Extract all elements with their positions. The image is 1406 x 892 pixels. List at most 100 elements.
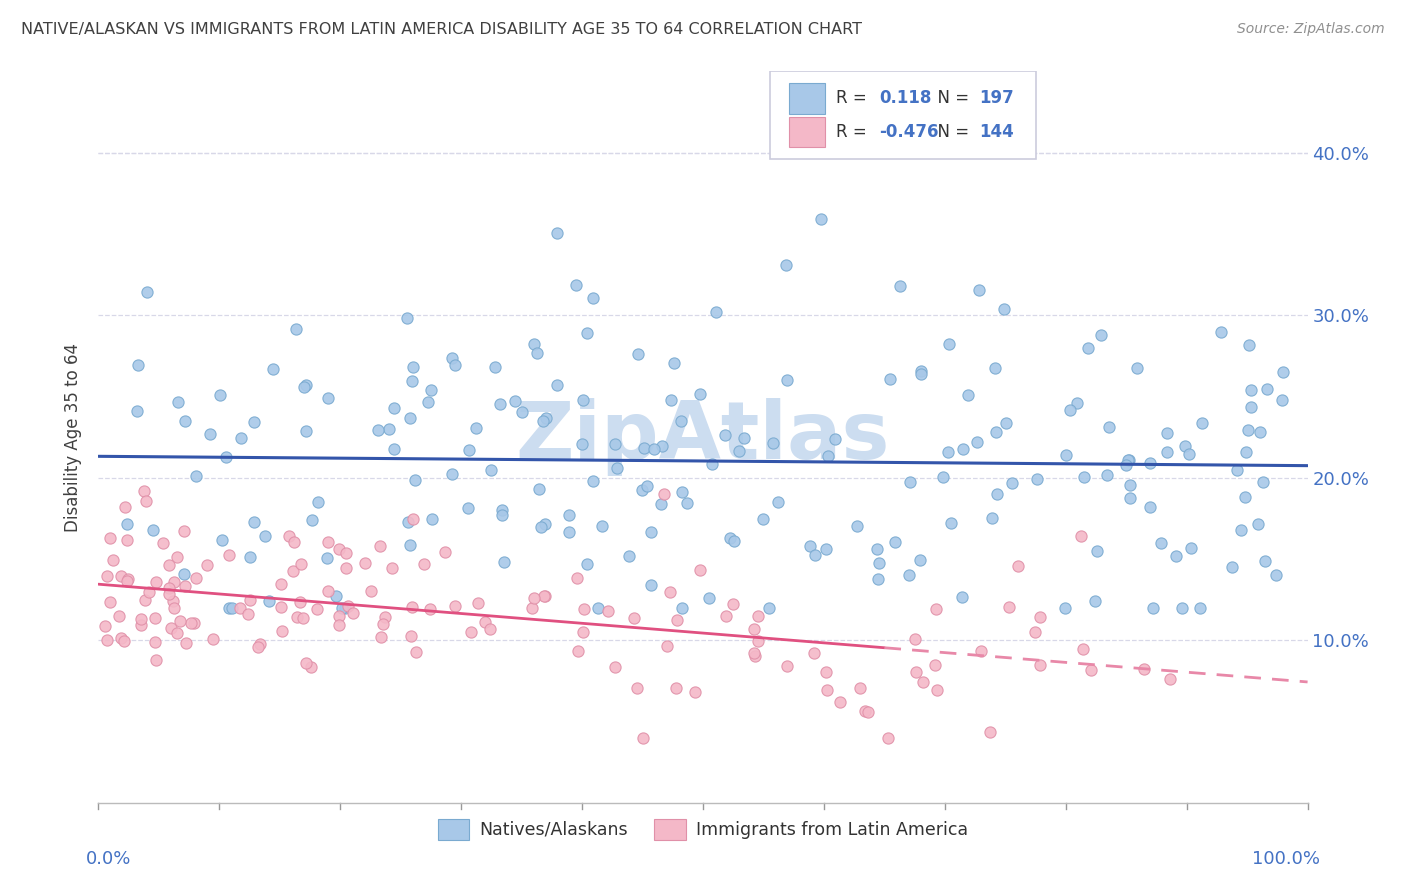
Point xyxy=(218,548,240,562)
Point xyxy=(291,610,314,624)
Point xyxy=(1098,419,1121,434)
Point xyxy=(571,392,593,407)
Point xyxy=(335,560,357,574)
Point xyxy=(626,681,648,695)
Point xyxy=(479,463,502,477)
Point xyxy=(1265,567,1288,582)
Point xyxy=(676,496,699,510)
Point xyxy=(183,615,205,630)
Point xyxy=(1119,491,1142,506)
Point xyxy=(671,485,693,500)
Point xyxy=(1247,517,1270,532)
Point xyxy=(1188,600,1211,615)
Point xyxy=(689,563,711,577)
Point xyxy=(534,411,557,425)
Point xyxy=(804,548,827,562)
Point xyxy=(305,602,328,616)
Point xyxy=(138,585,160,599)
Point xyxy=(571,437,593,451)
Point xyxy=(531,414,554,428)
Point xyxy=(1080,663,1102,677)
Point xyxy=(810,212,832,227)
Point xyxy=(1053,600,1076,615)
Point xyxy=(932,470,955,484)
Point xyxy=(877,731,900,745)
Point xyxy=(173,579,195,593)
Point xyxy=(457,443,479,458)
Point xyxy=(856,705,879,719)
Point xyxy=(315,551,337,566)
Text: 0.118: 0.118 xyxy=(880,89,932,107)
Point xyxy=(1191,416,1213,430)
Point xyxy=(980,510,1002,524)
Point xyxy=(491,508,513,523)
Point xyxy=(546,378,568,392)
Point xyxy=(1230,523,1253,537)
Point xyxy=(505,394,527,409)
Point xyxy=(1085,543,1108,558)
Point xyxy=(1171,600,1194,615)
Point xyxy=(567,643,589,657)
Point xyxy=(283,535,305,549)
Point xyxy=(491,502,513,516)
Point xyxy=(277,529,299,543)
Point xyxy=(299,659,322,673)
Point xyxy=(1077,342,1099,356)
Point xyxy=(307,494,329,508)
Point xyxy=(1234,491,1257,505)
Point xyxy=(1001,475,1024,490)
Point xyxy=(575,326,598,340)
Point xyxy=(846,518,869,533)
Point xyxy=(114,633,136,648)
Point xyxy=(733,431,755,445)
Point xyxy=(657,640,679,654)
Point xyxy=(444,359,467,373)
Point xyxy=(1095,467,1118,482)
FancyBboxPatch shape xyxy=(789,117,825,147)
Point xyxy=(617,549,640,563)
Point xyxy=(262,362,284,376)
Point xyxy=(814,542,837,557)
Point xyxy=(143,635,166,649)
Point xyxy=(910,364,932,378)
Point xyxy=(142,523,165,537)
Point xyxy=(94,619,117,633)
Point xyxy=(202,632,225,646)
Text: R =: R = xyxy=(837,89,872,107)
Point xyxy=(596,604,619,618)
Point xyxy=(924,658,946,673)
Point xyxy=(520,601,543,615)
Point xyxy=(828,695,851,709)
Point xyxy=(163,600,186,615)
Point xyxy=(239,593,262,607)
Point xyxy=(659,393,682,408)
Point xyxy=(173,524,195,538)
Point xyxy=(195,558,218,572)
Point xyxy=(465,421,488,435)
Point xyxy=(1118,478,1140,492)
Point xyxy=(166,550,188,565)
Point xyxy=(270,577,292,591)
Point xyxy=(1156,425,1178,440)
Point xyxy=(533,590,555,604)
Point xyxy=(714,608,737,623)
Point xyxy=(419,602,441,616)
Text: ZipAtlas: ZipAtlas xyxy=(516,398,890,476)
Point xyxy=(1116,453,1139,467)
Point xyxy=(173,566,195,581)
Point xyxy=(558,508,581,522)
Point xyxy=(1159,672,1181,686)
Point xyxy=(236,607,259,621)
Text: Source: ZipAtlas.com: Source: ZipAtlas.com xyxy=(1237,22,1385,37)
Point xyxy=(135,494,157,508)
Point xyxy=(1029,658,1052,673)
Point xyxy=(117,572,139,586)
Point xyxy=(98,531,121,545)
Point xyxy=(484,360,506,375)
Point xyxy=(905,665,928,679)
Point xyxy=(208,387,231,401)
Point xyxy=(283,564,305,578)
Point xyxy=(103,552,125,566)
Point xyxy=(817,450,839,464)
Point xyxy=(938,337,960,351)
